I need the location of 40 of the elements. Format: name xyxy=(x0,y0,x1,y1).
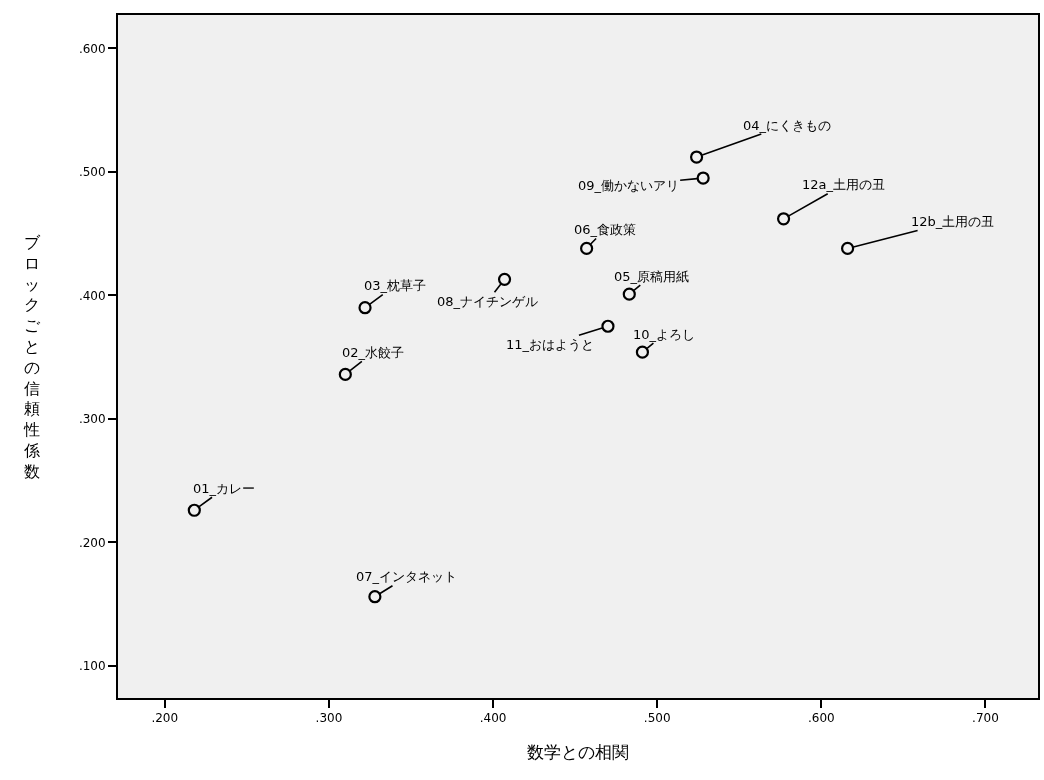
point xyxy=(601,319,615,333)
annotation: 01_カレー xyxy=(193,481,256,496)
annotation: 03_枕草子 xyxy=(364,278,427,293)
annotation: 09_働かないアリ xyxy=(578,178,680,193)
x-tick-label: .200 xyxy=(151,711,179,726)
annotation: 05_原稿用紙 xyxy=(614,269,690,284)
point xyxy=(689,150,704,164)
y-tick-label: .600 xyxy=(78,41,106,56)
x-tick-label: .300 xyxy=(315,711,343,726)
y-tick-label: .200 xyxy=(78,535,106,550)
x-tick-label: .600 xyxy=(807,711,835,726)
y-tick-label: .400 xyxy=(78,288,106,303)
y-tick-label: .300 xyxy=(78,412,106,427)
point xyxy=(497,272,512,286)
annotation: 04_にくきもの xyxy=(743,118,832,133)
annotation: 12b_土用の丑 xyxy=(911,214,995,229)
x-tick-label: .500 xyxy=(643,711,671,726)
text: ブロックごとの信頼性係数 xyxy=(24,233,40,481)
point xyxy=(187,503,201,517)
x-tick-label: .400 xyxy=(479,711,507,726)
point xyxy=(338,367,352,382)
point xyxy=(776,212,791,226)
point xyxy=(622,287,636,301)
point xyxy=(580,241,594,256)
point xyxy=(358,301,372,315)
y-tick-label: .100 xyxy=(78,659,106,674)
annotation: 02_水餃子 xyxy=(342,345,405,360)
x-axis-title: 数学との相関 xyxy=(527,742,629,763)
point xyxy=(696,171,710,185)
y-tick-label: .500 xyxy=(78,165,106,180)
annotation: 06_食政策 xyxy=(574,222,637,237)
annotation: 10_よろし xyxy=(633,327,696,342)
annotation: 12a_土用の丑 xyxy=(802,177,886,192)
annotation: 08_ナイチンゲル xyxy=(437,294,539,309)
annotation: 07_インタネット xyxy=(356,569,458,584)
x-tick-label: .700 xyxy=(972,711,999,726)
point xyxy=(841,241,855,256)
annotation: 11_おはようと xyxy=(506,337,595,352)
point xyxy=(635,345,650,359)
point xyxy=(368,590,382,604)
